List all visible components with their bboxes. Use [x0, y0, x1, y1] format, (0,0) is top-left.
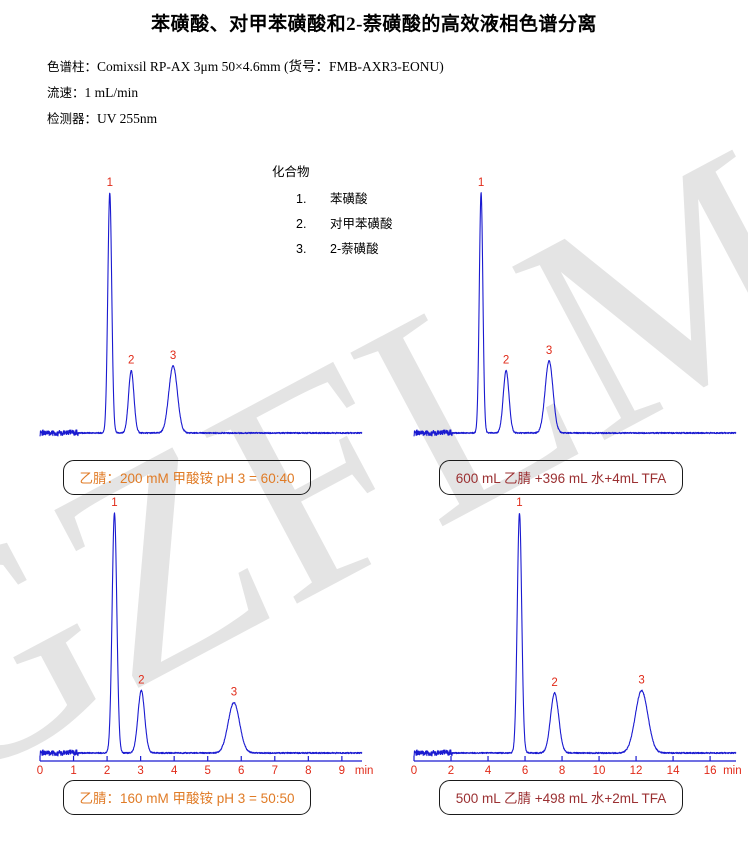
caption-wrap-top-right: 600 mL 乙腈 +396 mL 水+4mL TFA [374, 460, 748, 495]
caption-wrap-bottom-left: 乙腈：160 mM 甲酸铵 pH 3 = 50:50 [0, 780, 374, 815]
x-axis-tick-label: 2 [104, 765, 110, 777]
chromatogram-cell-bottom-left: 1 2 3 0 1 2 3 4 5 6 7 8 9 min 乙腈：160 mM 甲酸铵 pH 3 = 50… [0, 495, 374, 815]
chromatogram-plot-bottom-right: 1 2 3 0 2 4 6 8 10 12 14 16 min [411, 495, 742, 777]
caption-wrap-bottom-right: 500 mL 乙腈 +498 mL 水+2mL TFA [374, 780, 748, 815]
chromatogram-trace [39, 512, 363, 757]
method-info: 色谱柱：Comixsil RP-AX 3μm 50×4.6mm (货号：FMB-… [0, 54, 748, 132]
compound-legend-item-number: 1. [296, 192, 307, 206]
chromatogram-cell-top-left: 1 2 3 乙腈：200 mM 甲酸铵 pH 3 = 60:40 [0, 175, 374, 495]
compound-legend: 化合物 1. 苯磺酸 2. 对甲苯磺酸 3. 2-萘磺酸 [272, 160, 393, 262]
compound-legend-item-label: 2-萘磺酸 [330, 242, 379, 256]
method-detector-row: 检测器：UV 255nm [47, 106, 748, 132]
compound-legend-item: 1. 苯磺酸 [272, 187, 393, 212]
x-axis-unit-label: min [355, 765, 374, 777]
x-axis-tick-label: 8 [305, 765, 311, 777]
x-axis-tick-label: 8 [559, 765, 565, 777]
x-axis-tick-label: 3 [137, 765, 143, 777]
x-axis-unit-label: min [723, 765, 742, 777]
x-axis-tick-label: 16 [704, 765, 717, 777]
peak-label-1: 1 [516, 497, 522, 509]
x-axis-tick-label: 7 [272, 765, 278, 777]
x-axis-tick-label: 12 [630, 765, 643, 777]
method-flow-value: 1 mL/min [84, 85, 139, 100]
page-title: 苯磺酸、对甲苯磺酸和2-萘磺酸的高效液相色谱分离 [151, 14, 597, 35]
x-axis-tick-label: 6 [522, 765, 528, 777]
compound-legend-item-number: 3. [296, 242, 307, 256]
peak-label-1: 1 [107, 177, 113, 189]
compound-legend-list: 1. 苯磺酸 2. 对甲苯磺酸 3. 2-萘磺酸 [272, 187, 393, 262]
compound-legend-item: 3. 2-萘磺酸 [272, 237, 393, 262]
method-column-row: 色谱柱：Comixsil RP-AX 3μm 50×4.6mm (货号：FMB-… [47, 54, 748, 80]
peak-label-3: 3 [170, 350, 176, 362]
compound-legend-item-number: 2. [296, 217, 307, 231]
peak-label-3: 3 [231, 687, 237, 699]
x-axis-tick-label: 1 [70, 765, 76, 777]
x-axis-tick-label: 2 [448, 765, 454, 777]
peak-label-2: 2 [128, 355, 134, 367]
peak-label-1: 1 [111, 497, 117, 509]
compound-legend-item-label: 对甲苯磺酸 [330, 217, 393, 231]
compound-legend-item-label: 苯磺酸 [330, 192, 368, 206]
chromatogram-trace [413, 513, 737, 757]
chromatogram-trace [39, 192, 363, 437]
peak-label-3: 3 [638, 675, 644, 687]
x-axis-tick-label: 6 [238, 765, 244, 777]
chromatogram-row-bottom: 1 2 3 0 1 2 3 4 5 6 7 8 9 min 乙腈：160 mM 甲酸铵 pH 3 = 50… [0, 495, 748, 815]
x-axis-tick-label: 4 [171, 765, 178, 777]
chromatogram-plot-bottom-left: 1 2 3 0 1 2 3 4 5 6 7 8 9 min [37, 495, 374, 777]
chromatogram-trace [413, 192, 737, 437]
chromatogram-cell-top-right: 1 2 3 600 mL 乙腈 +396 mL 水+4mL TFA [374, 175, 748, 495]
x-axis-tick-label: 5 [205, 765, 211, 777]
method-flow-row: 流速：1 mL/min [47, 80, 748, 106]
caption-top-left: 乙腈：200 mM 甲酸铵 pH 3 = 60:40 [62, 460, 312, 495]
x-axis-tick-label: 0 [411, 765, 417, 777]
x-axis-tick-label: 0 [37, 765, 43, 777]
chromatogram-cell-bottom-right: 1 2 3 0 2 4 6 8 10 12 14 16 min 500 mL 乙腈 +498 mL 水+… [374, 495, 748, 815]
peak-label-3: 3 [546, 345, 552, 357]
x-axis-tick-label: 10 [593, 765, 606, 777]
chromatogram-plot-top-left: 1 2 3 [39, 175, 363, 450]
caption-top-right: 600 mL 乙腈 +396 mL 水+4mL TFA [438, 460, 684, 495]
method-detector-value: UV 255nm [97, 111, 158, 126]
caption-wrap-top-left: 乙腈：200 mM 甲酸铵 pH 3 = 60:40 [0, 460, 374, 495]
x-axis-tick-label: 9 [339, 765, 345, 777]
chromatogram-row-top: 1 2 3 乙腈：200 mM 甲酸铵 pH 3 = 60:40 1 2 3 600 m… [0, 175, 748, 495]
peak-label-2: 2 [551, 677, 557, 689]
peak-label-2: 2 [138, 675, 144, 687]
x-axis-tick-label: 4 [485, 765, 492, 777]
method-column-label: 色谱柱： [47, 60, 98, 74]
caption-bottom-right: 500 mL 乙腈 +498 mL 水+2mL TFA [438, 780, 684, 815]
compound-legend-item: 2. 对甲苯磺酸 [272, 212, 393, 237]
caption-bottom-left: 乙腈：160 mM 甲酸铵 pH 3 = 50:50 [62, 780, 312, 815]
method-column-value: Comixsil RP-AX 3μm 50×4.6mm (货号：FMB-AXR3… [97, 59, 444, 74]
peak-label-1: 1 [478, 177, 484, 189]
method-detector-label: 检测器： [47, 112, 98, 126]
peak-label-2: 2 [503, 355, 509, 367]
chromatogram-plot-top-right: 1 2 3 [413, 175, 737, 450]
method-flow-label: 流速： [47, 86, 85, 100]
x-axis-tick-label: 14 [667, 765, 680, 777]
compound-legend-heading: 化合物 [272, 165, 310, 179]
